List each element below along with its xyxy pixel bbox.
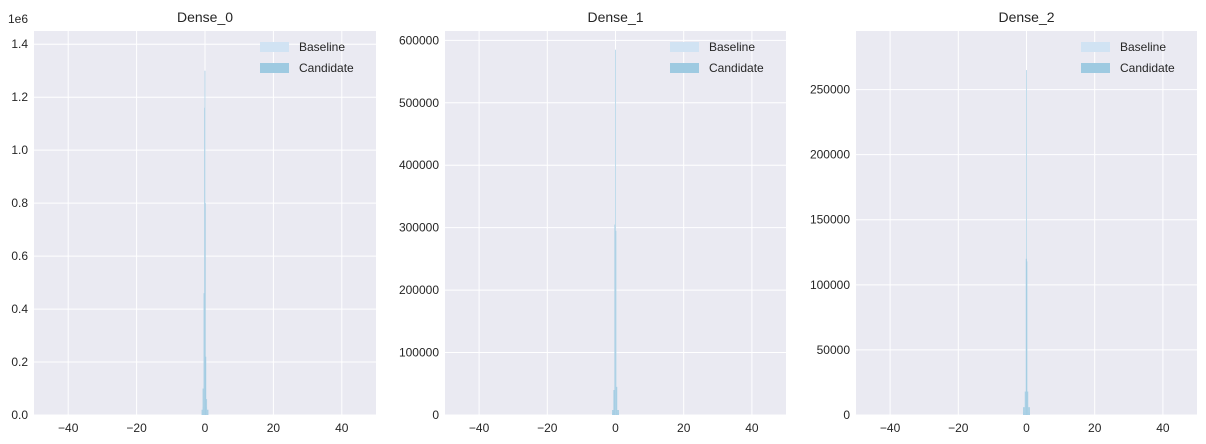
- candidate-bar: [612, 410, 614, 415]
- y-offset-label: 1e6: [8, 12, 28, 26]
- y-tick-label: 500000: [399, 96, 439, 110]
- legend-swatch-candidate: [1081, 63, 1110, 73]
- legend-swatch-candidate: [670, 63, 699, 73]
- y-tick-label: 0.8: [11, 196, 28, 210]
- candidate-bar: [614, 224, 616, 415]
- legend-label-candidate: Candidate: [299, 61, 354, 75]
- y-tick-label: 400000: [399, 158, 439, 172]
- x-tick-label: 20: [267, 421, 281, 435]
- y-tick-label: 0: [843, 408, 850, 422]
- y-tick-label: 200000: [399, 283, 439, 297]
- legend-swatch-baseline: [1081, 42, 1110, 52]
- x-tick-label: −20: [948, 421, 969, 435]
- x-tick-label: −40: [880, 421, 901, 435]
- x-tick-label: 0: [202, 421, 209, 435]
- legend-label-candidate: Candidate: [1120, 61, 1175, 75]
- candidate-bar: [202, 388, 204, 415]
- y-tick-label: 0: [432, 408, 439, 422]
- candidate-bar: [204, 107, 205, 416]
- panel-title: Dense_2: [998, 9, 1054, 25]
- candidate-bar: [201, 409, 203, 415]
- y-tick-label: 50000: [817, 343, 851, 357]
- legend-label-candidate: Candidate: [709, 61, 764, 75]
- legend-label-baseline: Baseline: [709, 40, 755, 54]
- candidate-bar: [206, 399, 208, 415]
- panel-2: −40 −20 0 20 40 0 50000 100000 150000 200000 25000…: [810, 9, 1197, 435]
- x-tick-label: 40: [745, 421, 759, 435]
- candidate-bar: [613, 390, 615, 415]
- y-tick-label: 100000: [399, 346, 439, 360]
- candidate-bar: [204, 70, 206, 416]
- y-tick-label: 0.0: [11, 408, 28, 422]
- panel-1: −40 −20 0 20 40 0 100000 200000 300000 400000 5000…: [399, 9, 786, 435]
- y-tick-label: 150000: [810, 213, 850, 227]
- x-tick-label: 0: [1023, 421, 1030, 435]
- x-tick-label: −20: [537, 421, 558, 435]
- y-tick-label: 200000: [810, 148, 850, 162]
- candidate-bar: [1026, 70, 1027, 416]
- candidate-bar: [1025, 258, 1027, 415]
- x-tick-label: 20: [677, 421, 691, 435]
- candidate-bar: [616, 386, 618, 415]
- legend-swatch-baseline: [670, 42, 699, 52]
- x-tick-label: 20: [1088, 421, 1102, 435]
- candidate-bar: [617, 410, 619, 415]
- y-tick-label: 1.0: [11, 143, 28, 157]
- panel-title: Dense_1: [587, 9, 643, 25]
- candidate-bar: [207, 409, 209, 415]
- y-tick-label: 300000: [399, 221, 439, 235]
- candidate-bar: [615, 230, 617, 415]
- y-tick-label: 600000: [399, 33, 439, 47]
- y-tick-label: 100000: [810, 278, 850, 292]
- candidate-bar: [1024, 391, 1026, 415]
- y-tick-label: 0.4: [11, 302, 28, 316]
- candidate-bar: [203, 293, 205, 415]
- x-tick-label: −40: [469, 421, 490, 435]
- candidate-bar: [1027, 391, 1029, 415]
- legend-label-baseline: Baseline: [1120, 40, 1166, 54]
- y-tick-label: 0.6: [11, 249, 28, 263]
- candidate-bar: [1023, 407, 1025, 415]
- y-tick-label: 0.2: [11, 355, 28, 369]
- x-tick-label: −40: [58, 421, 79, 435]
- legend-swatch-candidate: [260, 63, 289, 73]
- x-tick-label: 40: [1156, 421, 1170, 435]
- legend-label-baseline: Baseline: [299, 40, 345, 54]
- candidate-bar: [205, 203, 206, 415]
- panel-title: Dense_0: [177, 9, 233, 25]
- candidate-bar: [1028, 407, 1030, 415]
- panel-0: −40 −20 0 20 40 0.0 0.2 0.4 0.6 0.8 1.0 1.2 1.4 1e6 De…: [8, 9, 376, 435]
- y-tick-label: 1.2: [11, 90, 28, 104]
- x-tick-label: 40: [335, 421, 349, 435]
- y-tick-label: 250000: [810, 83, 850, 97]
- legend-swatch-baseline: [260, 42, 289, 52]
- candidate-bar: [205, 356, 207, 415]
- y-tick-label: 1.4: [11, 37, 28, 51]
- x-tick-label: −20: [126, 421, 147, 435]
- candidate-bar: [615, 49, 616, 415]
- x-tick-label: 0: [612, 421, 619, 435]
- candidate-bar: [1026, 261, 1028, 415]
